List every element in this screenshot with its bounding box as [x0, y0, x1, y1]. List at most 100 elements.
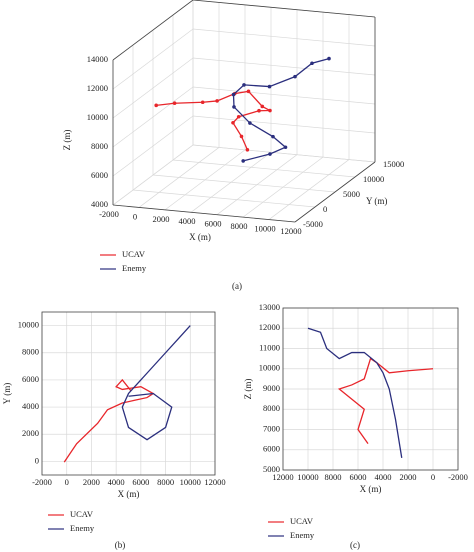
- panel-label: (c): [350, 540, 360, 550]
- grid-line: [112, 28, 194, 90]
- x-tick-label: 2000: [83, 477, 100, 487]
- grid-line: [192, 57, 376, 76]
- trajectory-point: [231, 92, 236, 97]
- x-tick-label: 2000: [153, 214, 170, 224]
- legend-label: UCAV: [122, 249, 146, 259]
- x-axis-label: X (m): [118, 489, 140, 499]
- axis-line: [192, 0, 376, 18]
- trajectory-point: [239, 134, 244, 139]
- y-tick-label: 9000: [263, 383, 280, 393]
- x-tick-label: -2000: [32, 477, 52, 487]
- grid-line: [112, 144, 194, 206]
- trajectory-point: [236, 114, 241, 119]
- axis-line: [294, 161, 376, 223]
- x-tick-label: 6000: [132, 477, 149, 487]
- y-axis-label: Z (m): [243, 379, 253, 400]
- legend-label: Enemy: [70, 523, 95, 533]
- x-tick-label: 4000: [375, 472, 392, 482]
- x-tick-label: 8000: [325, 472, 342, 482]
- x-tick-label: 8000: [157, 477, 174, 487]
- grid-line: [152, 174, 336, 193]
- x-tick-label: 12000: [280, 226, 301, 236]
- x-tick-label: 4000: [108, 477, 125, 487]
- trajectory-point: [283, 145, 288, 150]
- trajectory-point: [215, 99, 219, 103]
- y-axis-label: Y (m): [366, 196, 387, 206]
- x-tick-label: 2000: [400, 472, 417, 482]
- y-tick-label: 8000: [22, 347, 39, 357]
- grid-line: [192, 115, 376, 134]
- y-tick-label: 6000: [263, 444, 280, 454]
- trajectory-point: [231, 120, 235, 125]
- grid-line: [172, 159, 356, 178]
- trajectory-point: [200, 100, 205, 105]
- x-tick-label: 8000: [231, 221, 248, 231]
- panel-label: (b): [115, 540, 126, 550]
- x-tick-label: -2000: [448, 472, 468, 482]
- x-tick-label: 12000: [204, 477, 225, 487]
- trajectory-point: [260, 104, 265, 109]
- z-tick-label: 14000: [87, 54, 108, 64]
- y-tick-label: 7000: [263, 423, 280, 433]
- x-tick-label: -2000: [99, 209, 119, 219]
- z-axis-label: Z (m): [62, 130, 72, 151]
- grid-line: [192, 86, 376, 105]
- legend-label: UCAV: [70, 509, 94, 519]
- y-tick-label: 10000: [18, 320, 39, 330]
- y-tick-label: 0: [35, 455, 39, 465]
- y-tick-label: 12000: [259, 322, 280, 332]
- panel-label: (a): [232, 281, 242, 291]
- trajectory-point: [232, 105, 236, 109]
- x-tick-label: 0: [65, 477, 69, 487]
- plot-frame: [41, 311, 216, 476]
- trajectory-point: [246, 89, 251, 94]
- x-tick-label: 6000: [350, 472, 367, 482]
- trajectory-line: [121, 325, 191, 441]
- y-tick-label: 13000: [259, 302, 280, 312]
- trajectory-point: [327, 56, 331, 61]
- trajectory-point: [268, 108, 272, 113]
- y-tick-label: 10000: [259, 363, 280, 373]
- y-tick-label: 2000: [22, 428, 39, 438]
- grid-line: [132, 189, 316, 208]
- z-tick-label: 12000: [87, 83, 108, 93]
- trajectory-point: [293, 74, 297, 79]
- trajectory-line: [232, 57, 330, 162]
- y-tick-label: 5000: [343, 189, 360, 199]
- axis-line: [112, 0, 194, 61]
- x-tick-label: 10000: [254, 224, 275, 234]
- z-tick-label: 10000: [87, 112, 108, 122]
- trajectory-point: [241, 159, 245, 163]
- trajectory-point: [245, 147, 250, 152]
- trajectory-point: [248, 121, 252, 125]
- y-tick-label: 8000: [263, 403, 280, 413]
- trajectory-point: [268, 152, 272, 156]
- z-tick-label: 8000: [91, 141, 108, 151]
- trajectory-point: [172, 101, 177, 106]
- trajectory-point: [154, 103, 158, 108]
- trajectory-point: [271, 134, 275, 139]
- trajectory-line: [337, 357, 434, 445]
- y-tick-label: 11000: [259, 342, 280, 352]
- legend-label: Enemy: [122, 263, 147, 273]
- y-tick-label: 0: [323, 204, 327, 214]
- legend-label: UCAV: [290, 516, 314, 526]
- y-axis-label: Y (m): [2, 383, 12, 404]
- grid-line: [112, 115, 194, 177]
- x-tick-label: 6000: [205, 219, 222, 229]
- legend-label: Enemy: [290, 530, 315, 540]
- y-tick-label: -5000: [303, 219, 323, 229]
- trajectory-point: [310, 61, 314, 66]
- y-tick-label: 10000: [363, 174, 384, 184]
- z-tick-label: 6000: [91, 170, 108, 180]
- trajectory-point: [242, 83, 246, 87]
- grid-line: [112, 57, 194, 119]
- x-tick-label: 4000: [179, 216, 196, 226]
- y-tick-label: 4000: [22, 401, 39, 411]
- x-tick-label: 10000: [297, 472, 318, 482]
- x-tick-label: 0: [133, 211, 137, 221]
- grid-line: [112, 86, 194, 148]
- y-tick-label: 15000: [383, 159, 404, 169]
- axis-line: [112, 204, 296, 223]
